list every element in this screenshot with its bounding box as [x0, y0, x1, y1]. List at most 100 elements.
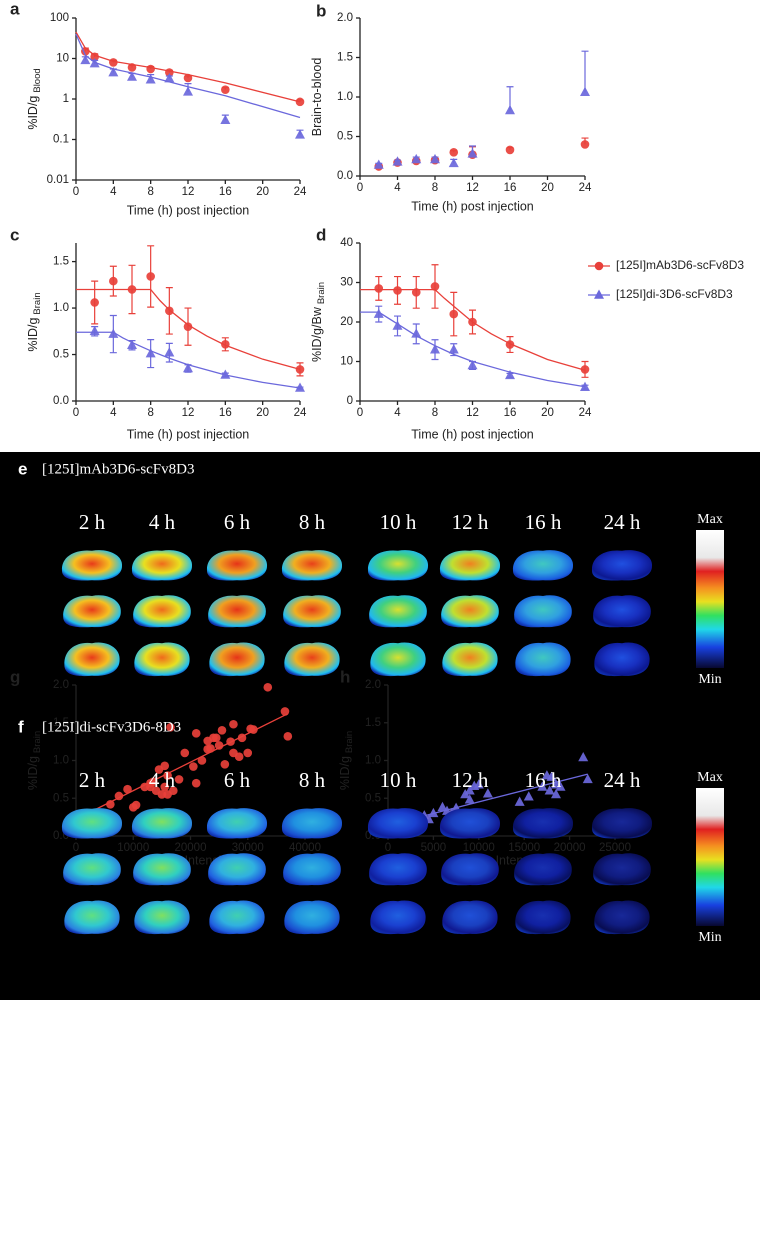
marker	[131, 800, 141, 810]
marker	[127, 339, 137, 350]
y-tick-label: 1.0	[365, 755, 381, 767]
brain-section	[134, 900, 190, 935]
marker	[505, 340, 515, 349]
marker	[183, 73, 193, 83]
marker	[428, 807, 439, 818]
brain-section	[514, 853, 572, 886]
y-tick-label: 1.0	[53, 302, 69, 314]
marker	[163, 771, 172, 780]
marker	[163, 790, 172, 799]
brain-section	[281, 550, 343, 581]
marker	[449, 148, 459, 157]
marker	[295, 97, 305, 107]
marker	[197, 756, 207, 765]
marker	[145, 348, 156, 358]
marker	[514, 796, 525, 806]
marker	[229, 719, 238, 729]
brain-section	[370, 642, 426, 677]
marker	[482, 788, 493, 798]
marker	[108, 67, 119, 77]
marker	[411, 328, 422, 338]
y-axis-title-main: %ID/g	[26, 756, 40, 790]
marker	[146, 272, 155, 281]
marker	[467, 148, 478, 158]
brain-section	[206, 550, 268, 581]
brain-section	[208, 853, 266, 886]
x-tick-label: 20	[256, 407, 269, 419]
marker	[243, 748, 253, 758]
image-title: [125I]di-scFv3D6-8D3	[42, 719, 181, 735]
x-tick-label: 10000	[117, 842, 149, 854]
marker	[430, 282, 440, 291]
brain-section	[63, 595, 121, 628]
colorbar-max: Max	[697, 770, 723, 785]
marker	[127, 285, 137, 294]
marker	[580, 86, 590, 97]
y-axis-title-sub: Brain	[32, 731, 43, 753]
panel-label: b	[316, 1, 326, 20]
x-tick-label: 24	[294, 186, 307, 198]
timepoint-label: 4 h	[149, 510, 176, 534]
marker	[523, 791, 534, 801]
marker	[89, 58, 100, 68]
marker	[392, 320, 403, 330]
panel-label: d	[316, 225, 326, 244]
y-tick-label: 0.5	[53, 792, 69, 804]
y-axis-title: %ID/g Blood	[26, 68, 42, 129]
x-tick-label: 12	[182, 186, 195, 198]
x-tick-label: 4	[394, 182, 401, 194]
x-tick-label: 24	[294, 407, 307, 419]
marker	[464, 794, 475, 804]
x-tick-label: 20000	[554, 842, 586, 854]
fit-line	[360, 311, 586, 388]
brain-section	[442, 900, 498, 935]
marker	[108, 328, 119, 338]
x-tick-label: 25000	[599, 842, 631, 854]
marker	[411, 288, 421, 297]
timepoint-label: 6 h	[224, 768, 251, 792]
brain-section	[208, 595, 266, 628]
y-tick-label: 0	[347, 395, 353, 407]
y-tick-label: 1.5	[53, 717, 69, 729]
brain-section	[591, 550, 653, 581]
colorbar	[696, 788, 724, 926]
marker	[555, 781, 566, 791]
marker	[145, 74, 156, 84]
x-tick-label: 8	[147, 186, 153, 198]
brain-section	[369, 595, 427, 628]
marker	[430, 153, 440, 164]
x-tick-label: 20000	[175, 842, 207, 854]
x-tick-label: 0	[73, 407, 79, 419]
marker	[594, 261, 604, 271]
brain-section	[439, 550, 501, 581]
brain-section	[593, 853, 651, 886]
x-tick-label: 20	[541, 407, 554, 419]
marker	[582, 773, 593, 784]
image-title: [125I]mAb3D6-scFv8D3	[42, 461, 194, 477]
timepoint-label: 12 h	[452, 510, 489, 534]
y-tick-label: 20	[340, 316, 353, 328]
timepoint-label: 16 h	[525, 510, 562, 534]
marker	[448, 157, 459, 168]
marker	[263, 682, 273, 692]
y-tick-label: 30	[340, 277, 353, 289]
marker	[109, 58, 118, 67]
panel-label: g	[10, 667, 20, 686]
y-axis-title-sub: Blood	[32, 68, 43, 92]
brain-section	[131, 550, 193, 581]
y-tick-label: 2.0	[337, 12, 353, 24]
y-axis-title-main: %ID/g/Bw	[310, 306, 324, 362]
brain-section	[134, 642, 190, 677]
y-axis-title-sub: Brain	[344, 731, 355, 753]
timepoint-label: 6 h	[224, 510, 251, 534]
brain-section	[131, 808, 193, 839]
colorbar-min: Min	[698, 930, 721, 945]
marker	[211, 733, 221, 743]
timepoint-label: 10 h	[380, 510, 417, 534]
timepoint-label: 4 h	[149, 768, 176, 792]
x-tick-label: 16	[504, 182, 517, 194]
marker	[226, 737, 235, 746]
brain-section	[209, 642, 265, 677]
marker	[594, 289, 604, 299]
